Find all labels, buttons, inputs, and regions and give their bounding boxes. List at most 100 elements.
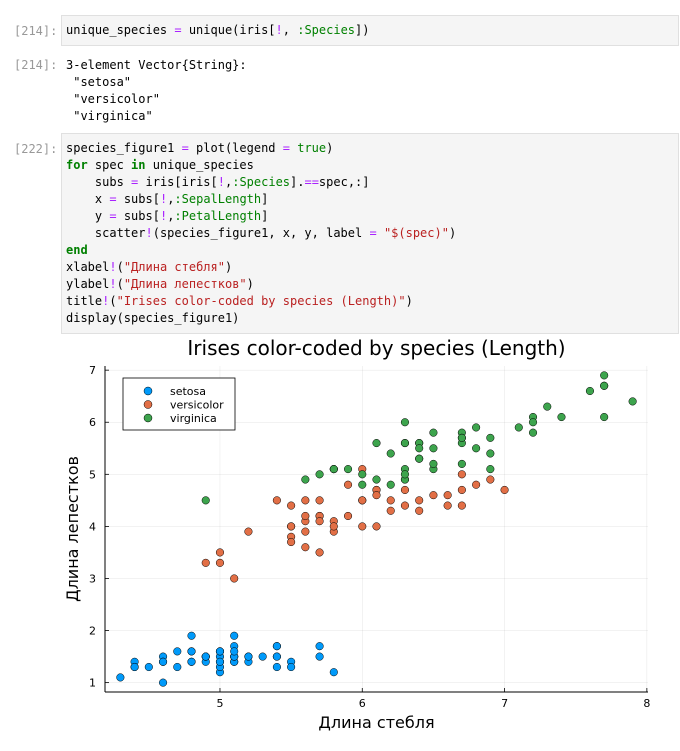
point xyxy=(358,522,367,531)
point xyxy=(472,444,481,453)
point xyxy=(557,412,566,422)
point xyxy=(173,647,182,656)
point xyxy=(201,558,210,567)
point xyxy=(429,444,438,453)
point xyxy=(429,459,438,468)
point xyxy=(486,465,495,474)
output-line: "virginica" xyxy=(66,109,153,123)
x-axis-label: Длина стебля xyxy=(318,713,434,732)
point xyxy=(372,491,381,500)
point xyxy=(528,418,538,427)
point xyxy=(543,402,552,411)
legend-marker xyxy=(143,400,153,409)
code-line: species_figure1 = plot(legend = true) xyxy=(66,141,334,155)
point xyxy=(329,668,338,677)
point xyxy=(301,496,310,505)
point xyxy=(287,662,296,672)
point xyxy=(116,673,125,682)
point xyxy=(343,465,353,474)
point xyxy=(500,485,509,494)
point xyxy=(600,381,609,390)
point xyxy=(415,444,424,453)
point xyxy=(600,412,609,422)
output-line: 3-element Vector{String}: xyxy=(66,58,247,72)
point xyxy=(343,480,353,489)
point xyxy=(159,678,168,687)
point xyxy=(429,428,438,437)
point xyxy=(415,496,424,505)
point xyxy=(315,517,324,526)
point xyxy=(244,527,253,536)
point xyxy=(457,433,466,442)
point xyxy=(258,652,267,661)
point xyxy=(343,511,353,521)
x-tick-label: 7 xyxy=(501,697,508,710)
point xyxy=(585,386,594,396)
point xyxy=(400,418,410,427)
point xyxy=(329,465,338,474)
y-tick-label: 1 xyxy=(89,677,96,690)
point xyxy=(429,491,438,500)
legend-marker xyxy=(143,413,153,423)
point xyxy=(315,496,324,505)
point xyxy=(528,428,538,437)
point xyxy=(457,459,466,468)
point xyxy=(272,642,281,651)
y-tick-label: 6 xyxy=(89,416,96,429)
legend-label: versicolor xyxy=(170,399,224,412)
point xyxy=(514,423,523,432)
code-line: scatter!(species_figure1, x, y, label = … xyxy=(66,226,457,240)
prompt: [214]: xyxy=(14,58,58,72)
point xyxy=(600,371,609,380)
point xyxy=(272,496,281,505)
point xyxy=(372,439,381,448)
legend-label: setosa xyxy=(170,385,206,398)
point xyxy=(415,454,424,463)
point xyxy=(358,470,367,479)
point xyxy=(486,433,495,442)
code-line: end xyxy=(66,243,88,257)
point xyxy=(215,657,225,666)
point xyxy=(386,506,395,515)
y-tick-label: 4 xyxy=(89,520,96,533)
point xyxy=(173,662,182,672)
point xyxy=(187,647,196,656)
point xyxy=(272,662,281,672)
point xyxy=(457,501,466,510)
code-cell[interactable]: unique_species = unique(iris[!, :Species… xyxy=(61,15,679,46)
code-line: y = subs[!,:PetalLength] xyxy=(66,209,269,223)
chart: Irises color-coded by species (Length) Дл… xyxy=(63,336,650,732)
point xyxy=(400,501,410,510)
point xyxy=(301,475,310,484)
code-line: xlabel!("Длина стебля") xyxy=(66,260,233,274)
code-line: unique_species = unique(iris[!, :Species… xyxy=(66,23,370,37)
legend-marker xyxy=(143,386,153,396)
point xyxy=(400,485,410,494)
point xyxy=(144,662,153,672)
legend-box xyxy=(122,377,236,431)
point xyxy=(386,480,395,489)
point xyxy=(159,657,168,666)
point xyxy=(215,548,225,557)
point xyxy=(215,558,225,567)
point xyxy=(287,501,296,510)
point xyxy=(443,501,452,510)
y-axis-label: Длина лепестков xyxy=(63,456,82,602)
point xyxy=(372,522,381,531)
point xyxy=(472,480,481,489)
point xyxy=(315,642,324,651)
legend-label: virginica xyxy=(170,412,217,425)
point xyxy=(230,631,239,640)
point xyxy=(400,439,410,448)
y-tick-label: 5 xyxy=(89,468,96,481)
point xyxy=(358,496,367,505)
code-cell[interactable]: species_figure1 = plot(legend = true) for… xyxy=(61,133,679,334)
point xyxy=(287,522,296,531)
point xyxy=(386,496,395,505)
point xyxy=(315,548,324,557)
point xyxy=(215,647,225,656)
point xyxy=(187,657,196,666)
point xyxy=(201,652,210,661)
code-line: subs = iris[iris[!,:Species].==spec,:] xyxy=(66,175,370,189)
point xyxy=(315,652,324,661)
